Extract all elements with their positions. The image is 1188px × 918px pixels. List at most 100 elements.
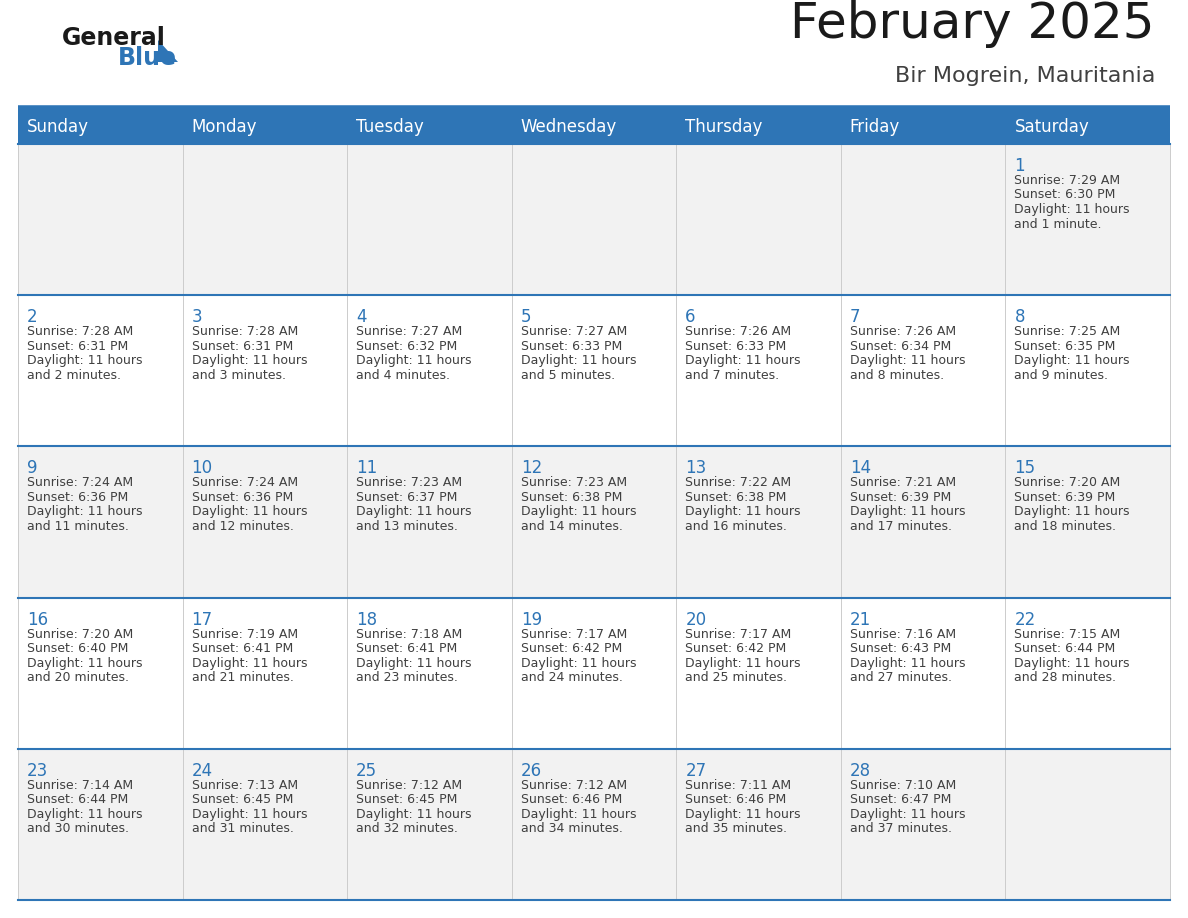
Text: 3: 3 [191,308,202,326]
Text: and 1 minute.: and 1 minute. [1015,218,1102,230]
Text: Bir Mogrein, Mauritania: Bir Mogrein, Mauritania [895,66,1155,86]
Text: Daylight: 11 hours: Daylight: 11 hours [849,506,966,519]
Text: Sunrise: 7:24 AM: Sunrise: 7:24 AM [27,476,133,489]
Text: 17: 17 [191,610,213,629]
Text: Daylight: 11 hours: Daylight: 11 hours [356,506,472,519]
Text: Sunset: 6:45 PM: Sunset: 6:45 PM [191,793,293,806]
Text: Sunrise: 7:21 AM: Sunrise: 7:21 AM [849,476,956,489]
Text: Sunrise: 7:12 AM: Sunrise: 7:12 AM [520,778,627,792]
Text: 18: 18 [356,610,378,629]
Polygon shape [158,40,178,62]
Text: 5: 5 [520,308,531,326]
Text: Sunrise: 7:14 AM: Sunrise: 7:14 AM [27,778,133,792]
Text: Blue: Blue [118,46,177,70]
Text: 12: 12 [520,459,542,477]
Text: Sunrise: 7:27 AM: Sunrise: 7:27 AM [520,325,627,338]
Text: Monday: Monday [191,118,257,136]
Text: Daylight: 11 hours: Daylight: 11 hours [849,656,966,669]
Text: Daylight: 11 hours: Daylight: 11 hours [191,808,307,821]
Text: Daylight: 11 hours: Daylight: 11 hours [356,354,472,367]
Text: Sunrise: 7:28 AM: Sunrise: 7:28 AM [191,325,298,338]
Text: Sunrise: 7:20 AM: Sunrise: 7:20 AM [1015,476,1120,489]
Bar [18,144,1170,296]
Text: Sunset: 6:41 PM: Sunset: 6:41 PM [191,642,292,655]
Text: 1: 1 [1015,157,1025,175]
Text: Sunrise: 7:26 AM: Sunrise: 7:26 AM [685,325,791,338]
Text: and 27 minutes.: and 27 minutes. [849,671,952,684]
Text: and 4 minutes.: and 4 minutes. [356,369,450,382]
Text: General: General [62,26,166,50]
Text: and 24 minutes.: and 24 minutes. [520,671,623,684]
Text: Daylight: 11 hours: Daylight: 11 hours [520,506,637,519]
Text: Sunset: 6:41 PM: Sunset: 6:41 PM [356,642,457,655]
Text: February 2025: February 2025 [790,0,1155,48]
Text: Sunrise: 7:23 AM: Sunrise: 7:23 AM [520,476,627,489]
Text: Sunset: 6:42 PM: Sunset: 6:42 PM [520,642,623,655]
Text: Sunset: 6:31 PM: Sunset: 6:31 PM [27,340,128,353]
Text: 27: 27 [685,762,707,779]
Text: Sunset: 6:34 PM: Sunset: 6:34 PM [849,340,952,353]
Text: Sunrise: 7:13 AM: Sunrise: 7:13 AM [191,778,298,792]
Text: 2: 2 [27,308,38,326]
Text: 25: 25 [356,762,378,779]
Text: and 21 minutes.: and 21 minutes. [191,671,293,684]
Bar [18,749,1170,900]
Text: and 18 minutes.: and 18 minutes. [1015,520,1117,533]
Text: and 8 minutes.: and 8 minutes. [849,369,944,382]
Text: 8: 8 [1015,308,1025,326]
Text: Daylight: 11 hours: Daylight: 11 hours [1015,656,1130,669]
Text: Thursday: Thursday [685,118,763,136]
Text: Daylight: 11 hours: Daylight: 11 hours [27,354,143,367]
Text: and 37 minutes.: and 37 minutes. [849,823,952,835]
Text: 23: 23 [27,762,49,779]
Text: and 14 minutes.: and 14 minutes. [520,520,623,533]
Text: Daylight: 11 hours: Daylight: 11 hours [27,656,143,669]
Text: Tuesday: Tuesday [356,118,424,136]
Text: 11: 11 [356,459,378,477]
Text: Sunrise: 7:12 AM: Sunrise: 7:12 AM [356,778,462,792]
Text: Sunset: 6:43 PM: Sunset: 6:43 PM [849,642,952,655]
Text: Sunrise: 7:11 AM: Sunrise: 7:11 AM [685,778,791,792]
Text: Sunrise: 7:10 AM: Sunrise: 7:10 AM [849,778,956,792]
Text: Sunset: 6:36 PM: Sunset: 6:36 PM [27,491,128,504]
Text: and 3 minutes.: and 3 minutes. [191,369,285,382]
Text: and 17 minutes.: and 17 minutes. [849,520,952,533]
Text: Saturday: Saturday [1015,118,1089,136]
Text: Sunset: 6:33 PM: Sunset: 6:33 PM [520,340,623,353]
Text: 16: 16 [27,610,49,629]
Text: and 5 minutes.: and 5 minutes. [520,369,615,382]
Text: Sunset: 6:45 PM: Sunset: 6:45 PM [356,793,457,806]
Text: Sunrise: 7:15 AM: Sunrise: 7:15 AM [1015,628,1120,641]
Text: and 34 minutes.: and 34 minutes. [520,823,623,835]
Text: Sunset: 6:31 PM: Sunset: 6:31 PM [191,340,292,353]
Text: Daylight: 11 hours: Daylight: 11 hours [520,354,637,367]
Text: Sunrise: 7:17 AM: Sunrise: 7:17 AM [685,628,791,641]
Text: Sunrise: 7:28 AM: Sunrise: 7:28 AM [27,325,133,338]
Text: 24: 24 [191,762,213,779]
Text: and 13 minutes.: and 13 minutes. [356,520,459,533]
Text: Sunset: 6:33 PM: Sunset: 6:33 PM [685,340,786,353]
Text: Daylight: 11 hours: Daylight: 11 hours [191,656,307,669]
Text: Sunset: 6:38 PM: Sunset: 6:38 PM [685,491,786,504]
Text: Sunrise: 7:24 AM: Sunrise: 7:24 AM [191,476,298,489]
Text: Sunset: 6:36 PM: Sunset: 6:36 PM [191,491,292,504]
Text: Sunset: 6:40 PM: Sunset: 6:40 PM [27,642,128,655]
Text: Friday: Friday [849,118,901,136]
Text: and 35 minutes.: and 35 minutes. [685,823,788,835]
Text: 22: 22 [1015,610,1036,629]
Bar [18,598,1170,749]
Text: and 28 minutes.: and 28 minutes. [1015,671,1117,684]
Bar [18,110,1170,144]
Text: Sunset: 6:42 PM: Sunset: 6:42 PM [685,642,786,655]
Text: Daylight: 11 hours: Daylight: 11 hours [685,354,801,367]
Text: Daylight: 11 hours: Daylight: 11 hours [520,808,637,821]
Text: and 32 minutes.: and 32 minutes. [356,823,459,835]
Text: and 20 minutes.: and 20 minutes. [27,671,129,684]
Text: 9: 9 [27,459,38,477]
Text: Sunset: 6:47 PM: Sunset: 6:47 PM [849,793,952,806]
Text: Sunrise: 7:22 AM: Sunrise: 7:22 AM [685,476,791,489]
Text: Daylight: 11 hours: Daylight: 11 hours [1015,354,1130,367]
Text: Daylight: 11 hours: Daylight: 11 hours [685,656,801,669]
Text: Daylight: 11 hours: Daylight: 11 hours [849,354,966,367]
Text: Sunset: 6:39 PM: Sunset: 6:39 PM [1015,491,1116,504]
